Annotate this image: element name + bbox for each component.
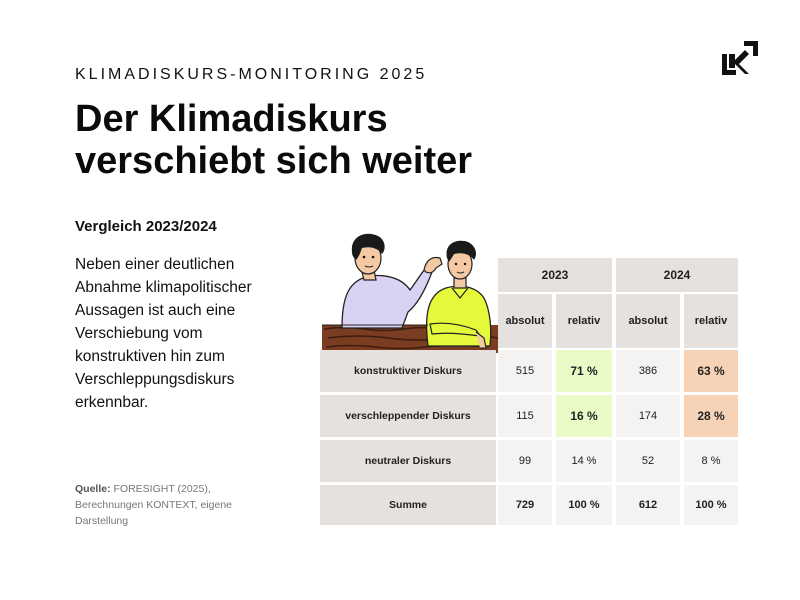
table-cell: 515	[498, 350, 552, 392]
kontext-logo-icon	[722, 41, 758, 75]
table-cell: 8 %	[684, 440, 738, 482]
subheader-relativ-2023: relativ	[556, 294, 612, 348]
table-cell: 14 %	[556, 440, 612, 482]
subtitle: Vergleich 2023/2024	[75, 218, 217, 235]
table-cell: 99	[498, 440, 552, 482]
table-cell-total: 100 %	[684, 485, 738, 525]
source-label: Quelle:	[75, 483, 111, 495]
table-cell-total: 100 %	[556, 485, 612, 525]
table-cell-total: 612	[616, 485, 680, 525]
row-label-verschleppend: verschleppender Diskurs	[320, 395, 496, 437]
title-line-1: Der Klimadiskurs	[75, 98, 388, 140]
table-cell: 115	[498, 395, 552, 437]
table-cell-highlight: 28 %	[684, 395, 738, 437]
source-note: Quelle: FORESIGHT (2025), Berechnungen K…	[75, 481, 275, 529]
table-cell-highlight: 71 %	[556, 350, 612, 392]
table-cell: 386	[616, 350, 680, 392]
page-title: Der Klimadiskurs verschiebt sich weiter	[75, 98, 472, 182]
table-cell-highlight: 16 %	[556, 395, 612, 437]
body-text: Neben einer deutlichen Abnahme klimapoli…	[75, 256, 252, 411]
two-people-talking-illustration	[322, 233, 499, 353]
year-header-2024: 2024	[616, 258, 738, 292]
subheader-absolut-2023: absolut	[498, 294, 552, 348]
row-label-neutral: neutraler Diskurs	[320, 440, 496, 482]
source-text: FORESIGHT (2025), Berechnungen KONTEXT, …	[75, 483, 233, 527]
row-label-konstruktiv: konstruktiver Diskurs	[320, 350, 496, 392]
title-line-2: verschiebt sich weiter	[75, 140, 473, 182]
table-cell-highlight: 63 %	[684, 350, 738, 392]
table-cell-total: 729	[498, 485, 552, 525]
subheader-relativ-2024: relativ	[684, 294, 738, 348]
table-cell: 174	[616, 395, 680, 437]
year-header-2023: 2023	[498, 258, 612, 292]
subheader-absolut-2024: absolut	[616, 294, 680, 348]
row-label-summe: Summe	[320, 485, 496, 525]
kicker: KLIMADISKURS-MONITORING 2025	[75, 66, 428, 83]
table-cell: 52	[616, 440, 680, 482]
